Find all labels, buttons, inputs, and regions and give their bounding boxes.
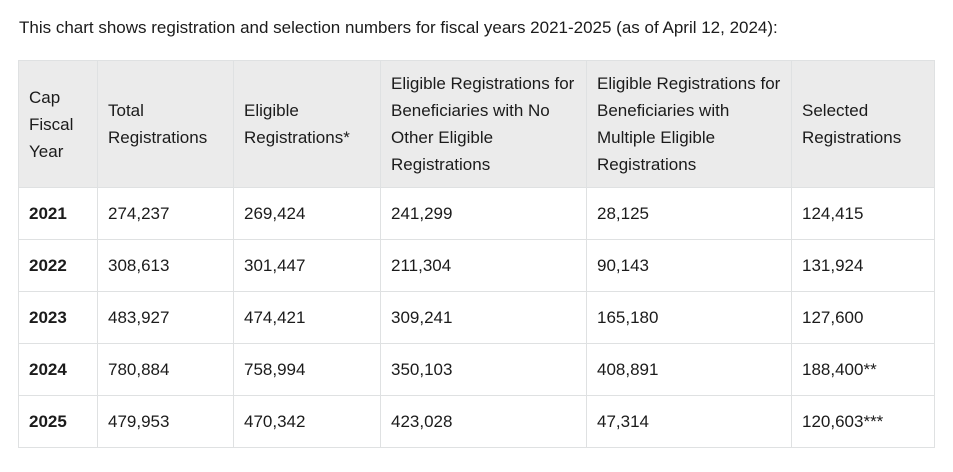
header-cap-fiscal-year: Cap Fiscal Year: [18, 60, 98, 188]
cell-selected-registrations: 131,924: [791, 239, 935, 292]
table-row: 2024 780,884 758,994 350,103 408,891 188…: [18, 343, 935, 396]
cell-eligible-multiple: 28,125: [586, 187, 792, 240]
header-eligible-no-other: Eligible Registrations for Beneficiaries…: [380, 60, 587, 188]
header-eligible-multiple: Eligible Registrations for Beneficiaries…: [586, 60, 792, 188]
cell-eligible-registrations: 470,342: [233, 395, 381, 448]
cell-fiscal-year: 2025: [18, 395, 98, 448]
cell-eligible-registrations: 758,994: [233, 343, 381, 396]
cell-eligible-no-other: 423,028: [380, 395, 587, 448]
cell-selected-registrations: 188,400**: [791, 343, 935, 396]
table-row: 2023 483,927 474,421 309,241 165,180 127…: [18, 291, 935, 344]
cell-total-registrations: 308,613: [97, 239, 234, 292]
cell-fiscal-year: 2022: [18, 239, 98, 292]
cell-eligible-no-other: 241,299: [380, 187, 587, 240]
cell-eligible-no-other: 309,241: [380, 291, 587, 344]
cell-eligible-multiple: 47,314: [586, 395, 792, 448]
cell-eligible-registrations: 269,424: [233, 187, 381, 240]
cell-fiscal-year: 2024: [18, 343, 98, 396]
cell-selected-registrations: 127,600: [791, 291, 935, 344]
cell-selected-registrations: 124,415: [791, 187, 935, 240]
header-eligible-registrations: Eligible Registrations*: [233, 60, 381, 188]
table-row: 2022 308,613 301,447 211,304 90,143 131,…: [18, 239, 935, 292]
cell-eligible-multiple: 165,180: [586, 291, 792, 344]
table-header-row: Cap Fiscal Year Total Registrations Elig…: [18, 60, 935, 188]
cell-eligible-multiple: 408,891: [586, 343, 792, 396]
cell-total-registrations: 780,884: [97, 343, 234, 396]
cell-eligible-registrations: 301,447: [233, 239, 381, 292]
cell-eligible-no-other: 211,304: [380, 239, 587, 292]
cell-eligible-registrations: 474,421: [233, 291, 381, 344]
table-row: 2021 274,237 269,424 241,299 28,125 124,…: [18, 187, 935, 240]
cell-total-registrations: 483,927: [97, 291, 234, 344]
registration-table: Cap Fiscal Year Total Registrations Elig…: [18, 60, 935, 448]
cell-fiscal-year: 2023: [18, 291, 98, 344]
cell-eligible-multiple: 90,143: [586, 239, 792, 292]
intro-text: This chart shows registration and select…: [19, 18, 778, 37]
cell-fiscal-year: 2021: [18, 187, 98, 240]
table-row: 2025 479,953 470,342 423,028 47,314 120,…: [18, 395, 935, 448]
header-selected-registrations: Selected Registrations: [791, 60, 935, 188]
cell-selected-registrations: 120,603***: [791, 395, 935, 448]
cell-eligible-no-other: 350,103: [380, 343, 587, 396]
header-total-registrations: Total Registrations: [97, 60, 234, 188]
cell-total-registrations: 274,237: [97, 187, 234, 240]
cell-total-registrations: 479,953: [97, 395, 234, 448]
